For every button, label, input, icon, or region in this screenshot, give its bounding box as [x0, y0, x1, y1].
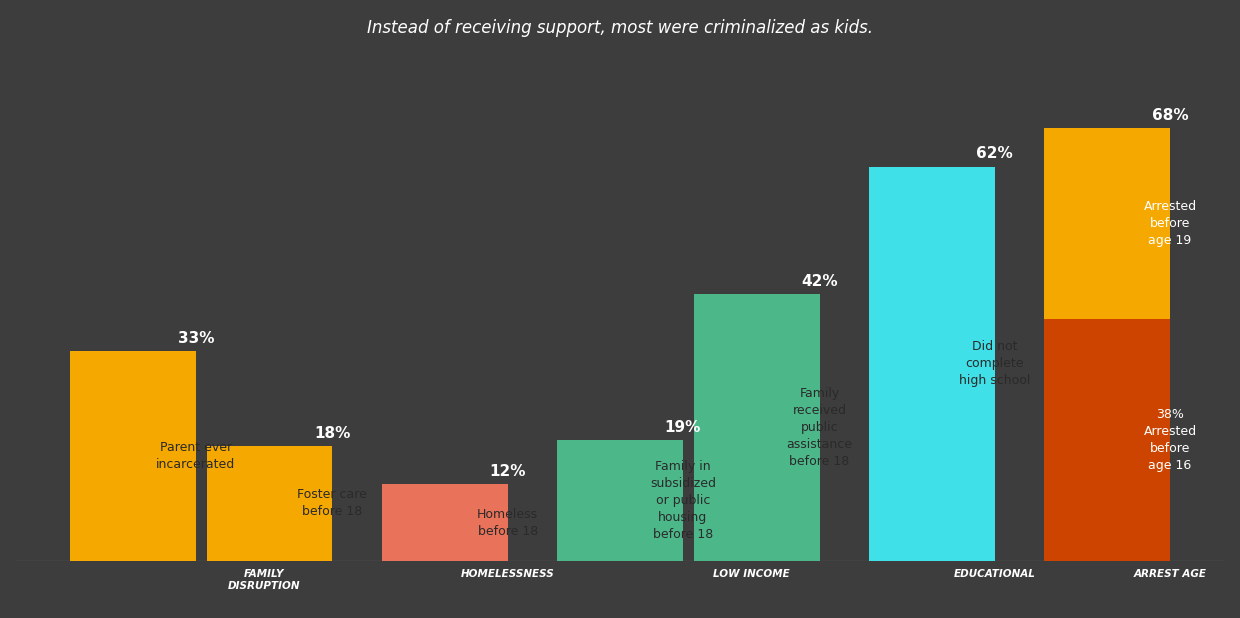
- Bar: [207, 446, 332, 561]
- Bar: [1044, 129, 1171, 319]
- Text: Instead of receiving support, most were criminalized as kids.: Instead of receiving support, most were …: [367, 19, 873, 36]
- Text: 33%: 33%: [177, 331, 215, 346]
- Text: Parent ever
incarcerated: Parent ever incarcerated: [156, 441, 236, 471]
- Text: 42%: 42%: [801, 274, 838, 289]
- Text: Homeless
before 18: Homeless before 18: [477, 507, 538, 538]
- Bar: [69, 351, 196, 561]
- Text: 12%: 12%: [490, 464, 526, 480]
- Bar: [1044, 319, 1171, 561]
- Bar: [693, 294, 820, 561]
- Text: 68%: 68%: [1152, 108, 1188, 123]
- Text: 62%: 62%: [976, 146, 1013, 161]
- Text: Did not
complete
high school: Did not complete high school: [959, 340, 1030, 387]
- Text: Family in
subsidized
or public
housing
before 18: Family in subsidized or public housing b…: [650, 460, 715, 541]
- Text: 38%
Arrested
before
age 16: 38% Arrested before age 16: [1143, 408, 1197, 472]
- Text: Family
received
public
assistance
before 18: Family received public assistance before…: [786, 387, 853, 468]
- Text: 18%: 18%: [314, 426, 351, 441]
- Bar: [557, 440, 683, 561]
- Bar: [382, 485, 507, 561]
- Text: Foster care
before 18: Foster care before 18: [298, 488, 367, 519]
- Text: Arrested
before
age 19: Arrested before age 19: [1143, 200, 1197, 247]
- Bar: [869, 166, 994, 561]
- Text: 19%: 19%: [665, 420, 701, 435]
